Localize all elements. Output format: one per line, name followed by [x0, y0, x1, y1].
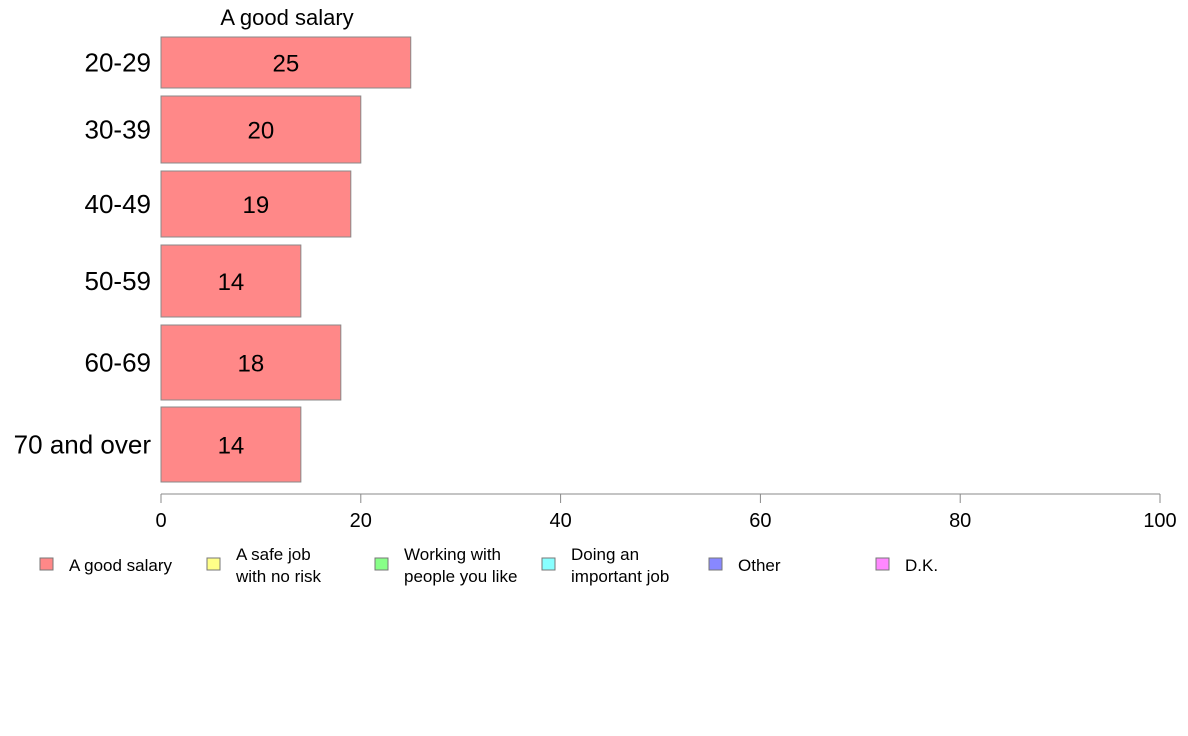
category-label: 40-49: [85, 189, 152, 219]
bar: [160, 324, 342, 401]
bars-layer: 25 20-29 20 30-39 19 40-49 14 50-59 18 60-69 14 70 …: [14, 36, 412, 483]
category-label: 30-39: [85, 115, 152, 145]
legend-label: Doing an: [571, 545, 639, 564]
legend-label: Working with: [404, 545, 501, 564]
legend-item: Working with people you like: [374, 545, 517, 586]
legend-item: Other: [708, 556, 781, 575]
legend-item: A safe job with no risk: [206, 545, 322, 586]
x-tick-label: 0: [155, 510, 166, 532]
bar-value-label: 25: [273, 51, 300, 78]
bar: [160, 244, 302, 318]
legend-label: with no risk: [235, 567, 322, 586]
legend-item: Doing an important job: [541, 545, 669, 586]
legend-swatch: [708, 557, 723, 571]
bar-value-label: 14: [218, 269, 245, 296]
legend-swatch: [39, 557, 54, 571]
category-label: 50-59: [85, 266, 152, 296]
x-tick-label: 60: [749, 510, 771, 532]
x-tick-label: 40: [549, 510, 571, 532]
category-label: 70 and over: [14, 430, 152, 460]
legend-item: D.K.: [875, 556, 938, 575]
legend-swatch: [206, 557, 221, 571]
legend-swatch: [374, 557, 389, 571]
bar: [160, 406, 302, 483]
x-axis: 0 20 40 60 80 100: [155, 493, 1177, 532]
bar: [160, 36, 412, 89]
x-tick-label: 20: [350, 510, 372, 532]
chart-title: A good salary: [220, 5, 353, 30]
bar: [160, 170, 352, 238]
legend-label: A good salary: [69, 556, 173, 575]
bar-value-label: 20: [248, 118, 275, 145]
category-label: 20-29: [85, 48, 152, 78]
legend-label: people you like: [404, 567, 517, 586]
legend-swatch: [541, 557, 556, 571]
category-label: 60-69: [85, 348, 152, 378]
bar-value-label: 18: [238, 351, 265, 378]
bar: [160, 95, 362, 164]
legend-label: Other: [738, 556, 781, 575]
legend-item: A good salary: [39, 556, 173, 575]
legend: A good salary A safe job with no risk Worki…: [39, 545, 938, 586]
bar-value-label: 19: [243, 192, 270, 219]
legend-swatch: [875, 557, 890, 571]
bar-value-label: 14: [218, 433, 245, 460]
x-tick-label: 100: [1143, 510, 1176, 532]
legend-label: important job: [571, 567, 669, 586]
legend-label: A safe job: [236, 545, 311, 564]
x-tick-label: 80: [949, 510, 971, 532]
legend-label: D.K.: [905, 556, 938, 575]
